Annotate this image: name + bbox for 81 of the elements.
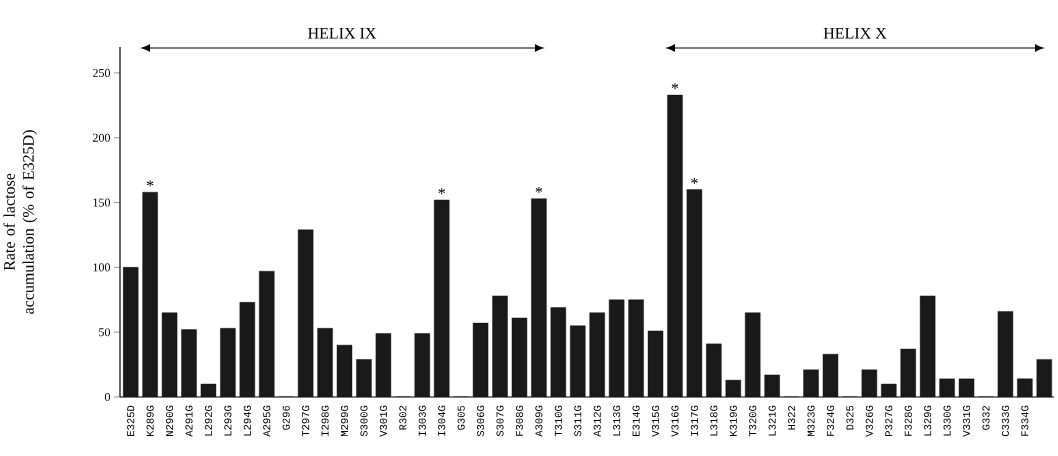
x-tick-label: A309G xyxy=(535,405,543,437)
x-tick-label: T320G xyxy=(749,405,757,437)
annotation: * xyxy=(438,188,445,195)
x-tick-label: T310G xyxy=(554,405,562,437)
x-tick-label: G332 xyxy=(982,405,990,430)
bar xyxy=(259,271,275,397)
x-tick-label: I298G xyxy=(321,405,329,436)
x-tick-label: I317G xyxy=(690,405,698,436)
y-axis-title: Rate of lactose accumulation (% of E325D) xyxy=(3,130,38,314)
x-tick-label: S307G xyxy=(496,405,504,437)
bar xyxy=(317,328,333,397)
x-tick-label: E314G xyxy=(632,405,640,436)
x-tick-label: N290G xyxy=(166,405,174,436)
x-tick-label: G296 xyxy=(282,405,290,430)
x-tick-label: F308G xyxy=(515,405,524,436)
bar xyxy=(900,348,916,397)
bar xyxy=(550,307,567,397)
x-tick-label: L318G xyxy=(710,405,718,436)
x-tick-label: F324G xyxy=(826,405,835,436)
y-tick-label: 150 xyxy=(93,198,110,207)
x-tick-label: V316G xyxy=(671,405,679,437)
x-tick-label: D325 xyxy=(846,405,854,430)
y-tick-label: 50 xyxy=(99,328,110,337)
annotation: * xyxy=(535,186,543,193)
x-tick-label: S300G xyxy=(360,405,368,437)
x-tick-label: L313G xyxy=(613,405,621,436)
x-tick-label: R302 xyxy=(399,405,407,430)
x-tick-label: M299G xyxy=(340,405,349,437)
x-tick-label: I303G xyxy=(418,405,426,436)
x-tick-label: G305 xyxy=(457,405,465,430)
x-tick-label: L321G xyxy=(768,405,776,436)
x-tick-label: K289G xyxy=(146,405,154,436)
y-tick-label: 0 xyxy=(104,392,110,402)
x-tick-label: L292G xyxy=(204,405,213,436)
x-tick-label: E325D xyxy=(127,405,135,436)
bar xyxy=(667,94,683,397)
x-tick-label: V315G xyxy=(651,405,660,437)
y-tick-label: 200 xyxy=(93,133,110,142)
x-tick-label: S306G xyxy=(477,405,485,437)
x-tick-label: K319G xyxy=(729,405,737,436)
bar xyxy=(570,325,586,397)
bar xyxy=(122,267,139,397)
x-tick-label: L293G xyxy=(224,405,232,436)
bar xyxy=(589,312,605,397)
bar xyxy=(919,295,936,397)
x-tick-label: A291G xyxy=(185,405,193,437)
bar xyxy=(181,329,197,397)
x-tick-label: I304G xyxy=(438,405,446,436)
bar xyxy=(142,191,158,397)
bar xyxy=(706,343,722,397)
bar xyxy=(492,295,508,397)
bar xyxy=(531,198,547,397)
x-tick-label: F328G xyxy=(904,405,912,436)
x-tick-label: H322 xyxy=(788,405,796,430)
annotation: * xyxy=(146,180,154,187)
annotation: * xyxy=(671,83,679,90)
bar xyxy=(434,199,450,397)
x-tick-label: V326G xyxy=(865,405,873,437)
x-tick-label: A295G xyxy=(263,405,271,437)
annotation: * xyxy=(691,177,698,184)
x-tick-label: M323G xyxy=(807,405,815,437)
x-tick-label: L329G xyxy=(924,405,932,436)
y-tick-label: 250 xyxy=(93,68,110,77)
x-tick-label: F334G xyxy=(1021,405,1029,436)
text: HELIX IX xyxy=(308,27,377,39)
x-tick-label: V331G xyxy=(962,405,971,437)
y-tick-label: 100 xyxy=(93,263,110,272)
x-tick-label: V301G xyxy=(379,405,387,437)
x-tick-label: S311G xyxy=(574,405,582,437)
x-tick-label: P327G xyxy=(885,405,893,436)
x-tick-label: C333G xyxy=(1001,405,1009,437)
bar xyxy=(628,299,644,397)
x-tick-label: L294G xyxy=(243,405,251,436)
x-tick-label: L330G xyxy=(943,405,951,436)
bar xyxy=(745,312,761,397)
x-tick-label: A312G xyxy=(593,405,601,437)
bar xyxy=(414,333,430,397)
bar xyxy=(239,302,256,397)
x-tick-label: T297G xyxy=(302,405,310,437)
text: HELIX X xyxy=(823,27,887,39)
bar xyxy=(220,328,236,397)
